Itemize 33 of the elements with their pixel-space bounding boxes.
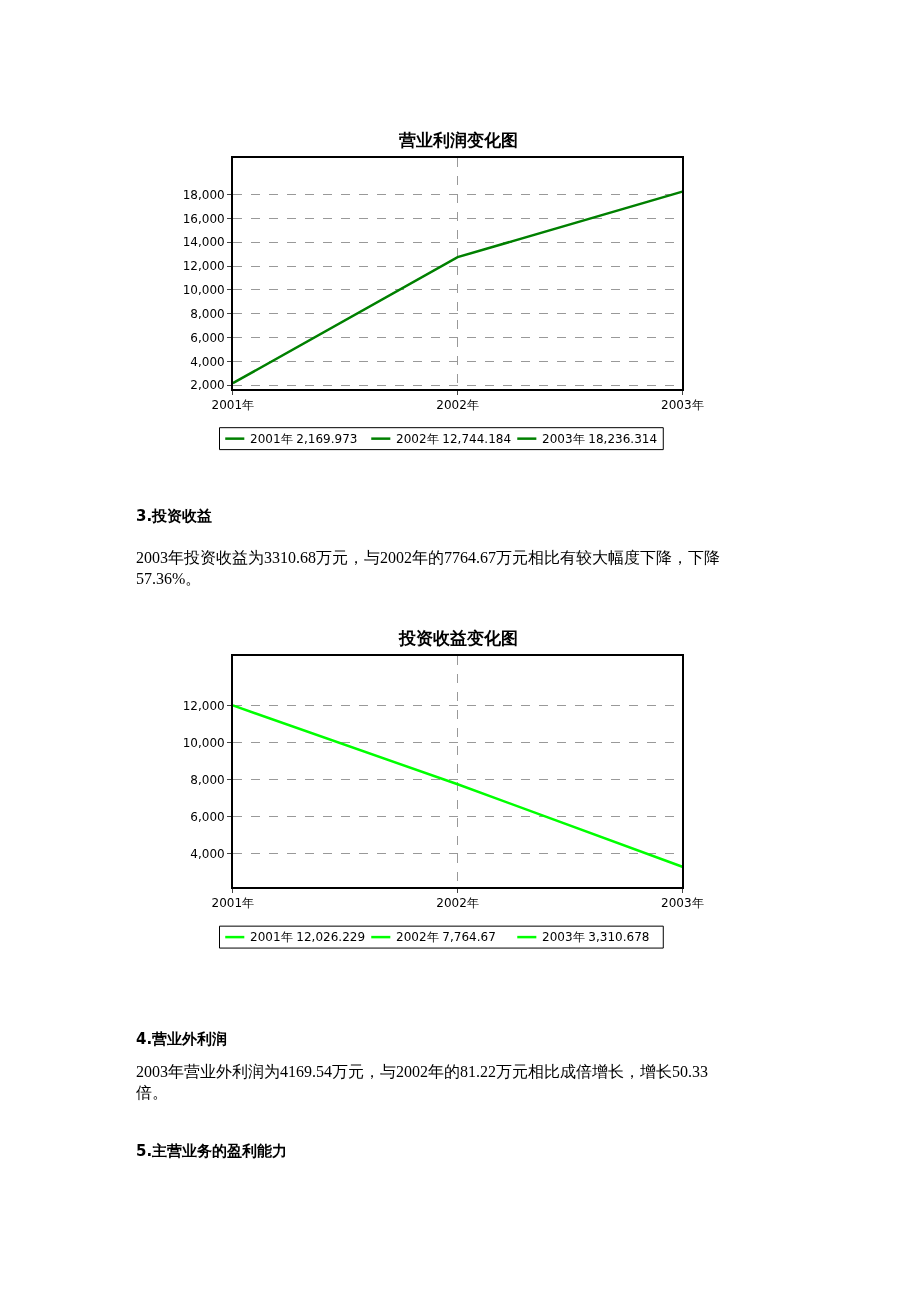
data-label: 2003年 3,310.678: [542, 930, 650, 944]
data-label: 2001年 2,169.973: [250, 432, 358, 446]
y-tick-label: 10,000: [182, 736, 225, 751]
data-label: 2002年 12,744.184: [396, 432, 512, 446]
x-tick-label: 2003年: [661, 397, 704, 412]
y-tick-label: 14,000: [182, 235, 225, 250]
y-tick-label: 12,000: [182, 259, 225, 274]
text: 2003年营业外利润为4169.54万元，与2002年的81.22万元相比成倍增长，增长50.33 倍。: [136, 1063, 708, 1101]
data-label: 2002年 7,764.67: [396, 930, 496, 944]
y-tick-label: 8,000: [190, 306, 225, 321]
x-tick-label: 2001年: [211, 896, 255, 911]
x-tick-label: 2003年: [661, 896, 704, 911]
x-tick-label: 2001年: [211, 397, 255, 412]
y-tick-label: 16,000: [182, 211, 225, 226]
text: 3.投资收益: [136, 507, 213, 525]
y-tick-label: 8,000: [190, 773, 225, 788]
y-tick-label: 12,000: [182, 699, 225, 714]
y-tick-label: 10,000: [182, 283, 225, 298]
text: 5.主营业务的盈利能力: [136, 1142, 288, 1160]
y-tick-label: 18,000: [182, 187, 225, 202]
chart-title: 投资收益变化图: [398, 628, 518, 648]
text: 2003年投资收益为3310.68万元，与2002年的7764.67万元相比有较大幅度下降，下降 57.36%。: [136, 549, 720, 587]
y-tick-label: 2,000: [190, 378, 225, 393]
text: 4.营业外利润: [136, 1030, 228, 1048]
y-tick-label: 4,000: [190, 847, 225, 862]
y-tick-label: 4,000: [190, 354, 225, 369]
y-tick-label: 6,000: [190, 810, 225, 825]
x-tick-label: 2002年: [436, 896, 479, 911]
chart-title: 营业利润变化图: [398, 130, 518, 150]
y-tick-label: 6,000: [190, 330, 225, 345]
data-label: 2003年 18,236.314: [542, 432, 658, 446]
x-tick-label: 2002年: [436, 397, 479, 412]
data-label: 2001年 12,026.229: [250, 930, 366, 944]
